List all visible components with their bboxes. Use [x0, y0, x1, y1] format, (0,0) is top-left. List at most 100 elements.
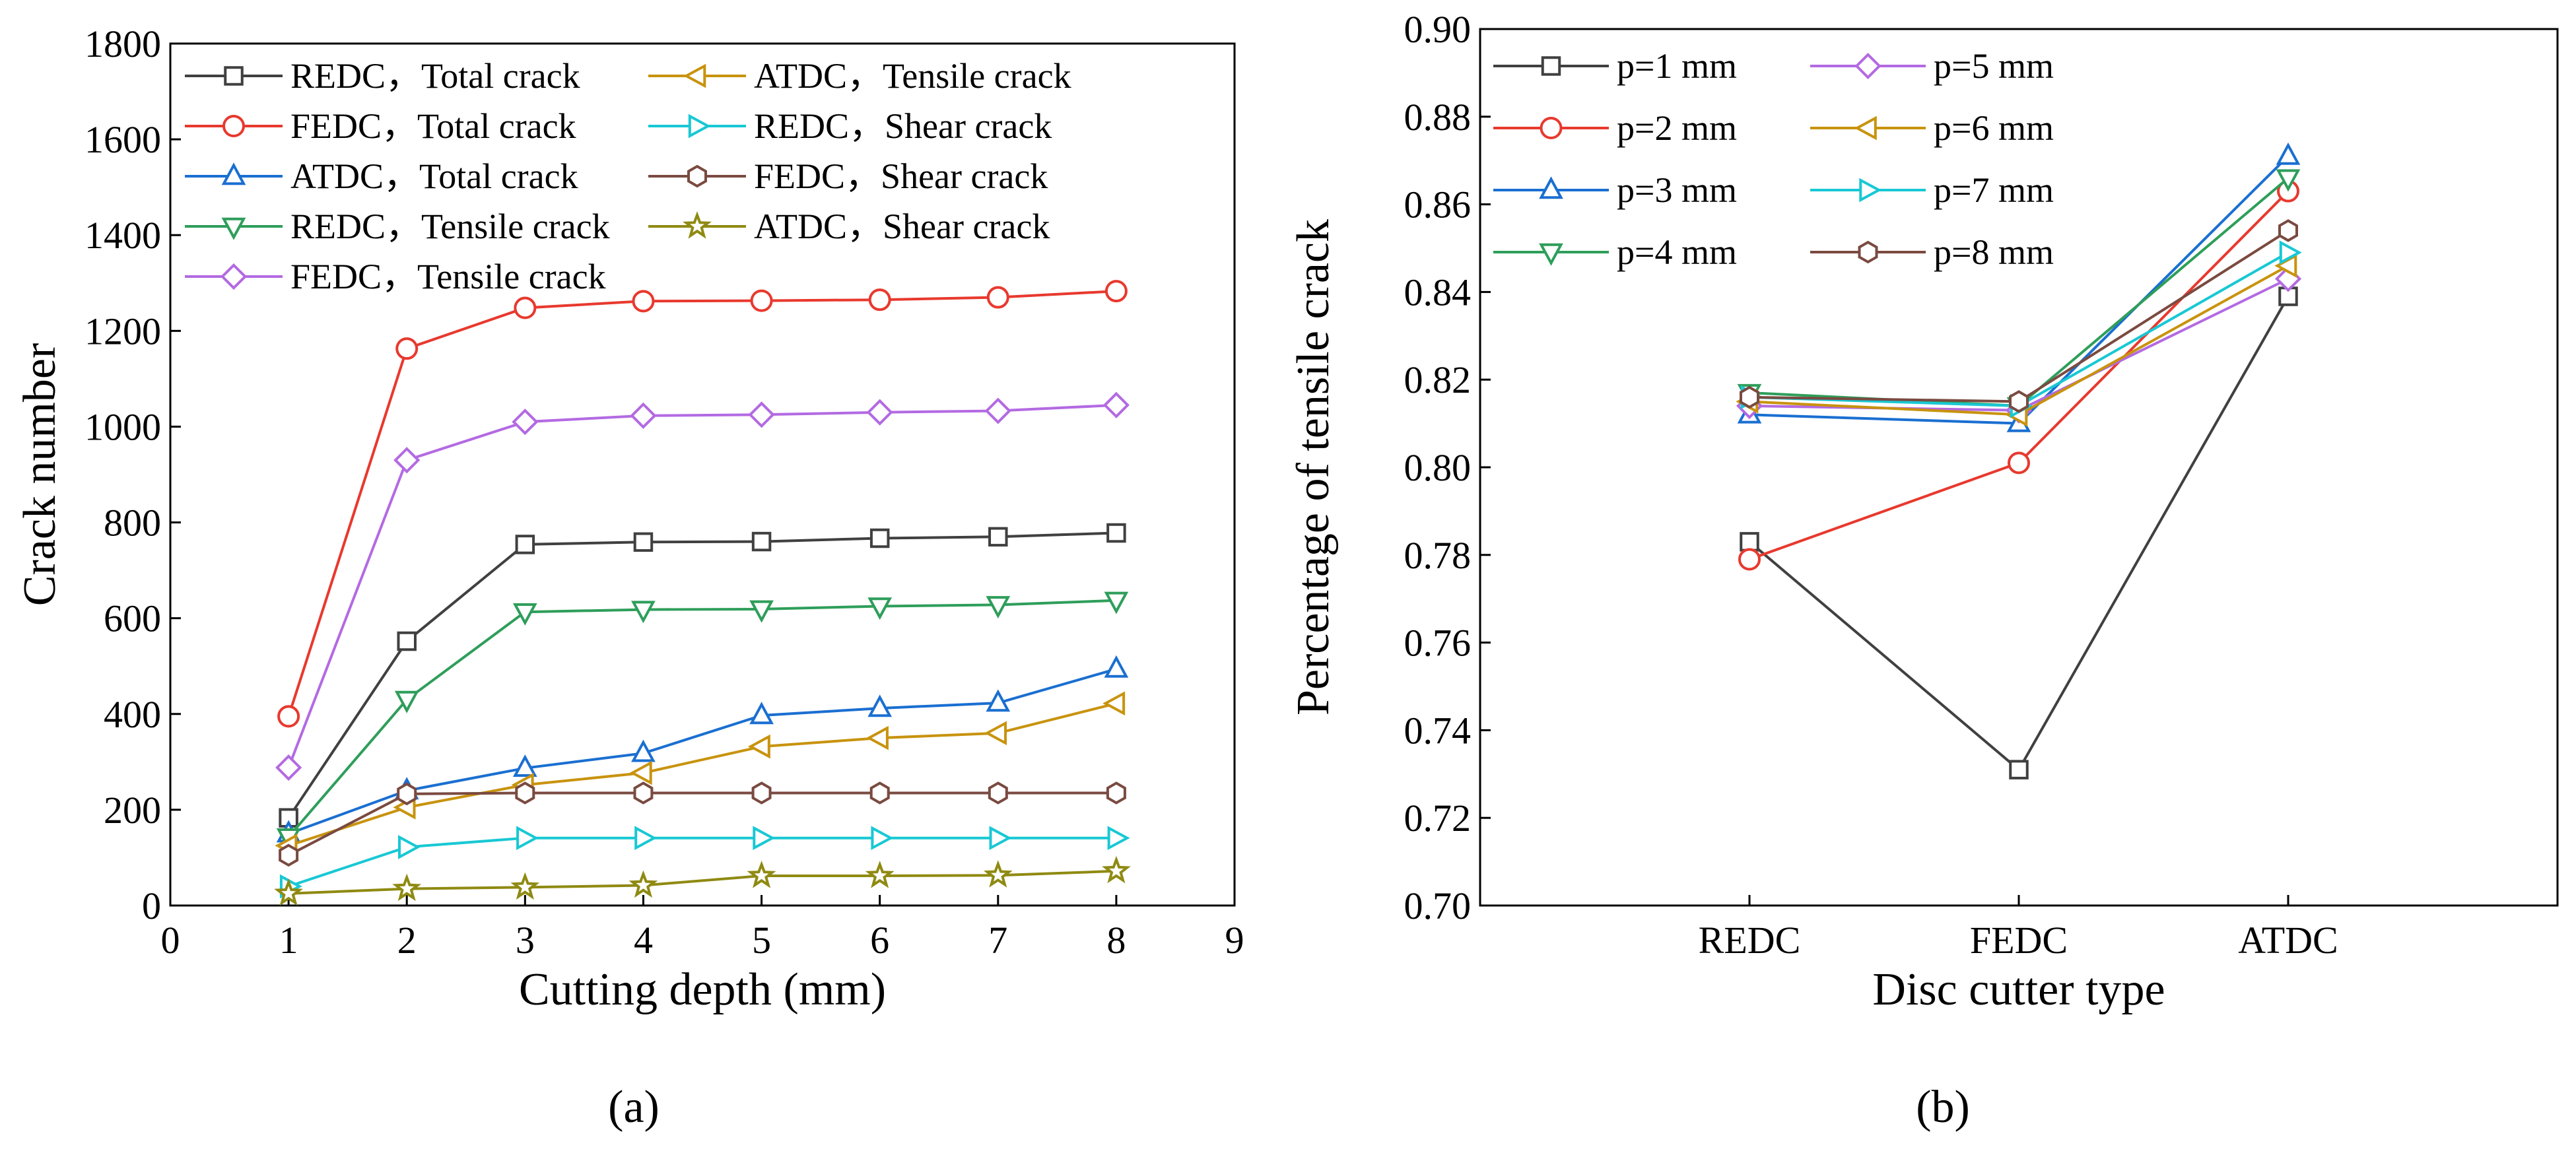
panel-b-legend-item: p=4 mm: [1493, 232, 1737, 272]
panel-a-series-line: [288, 869, 1116, 895]
panel-b-legend-item: p=1 mm: [1493, 46, 1737, 86]
panel-a-data-point: [633, 781, 654, 805]
panel-b-y-tick-label: 0.76: [1404, 622, 1472, 665]
panel-a-data-point: [631, 739, 656, 762]
panel-a-legend-label: REDC，Total crack: [290, 56, 580, 96]
panel-a-series-atdc-shear-crack: [274, 855, 1131, 906]
panel-b-legend-marker: [1854, 52, 1881, 80]
panel-a-x-tick-label: 0: [161, 919, 180, 962]
panel-b-data-point: [2008, 451, 2030, 475]
panel-b-data-point: [2009, 390, 2029, 413]
panel-b-y-tick-label: 0.90: [1404, 8, 1472, 51]
panel-b-legend-item: p=5 mm: [1810, 46, 2054, 86]
panel-a-x-tick-label: 1: [279, 919, 298, 962]
panel-b-y-tick-label: 0.84: [1404, 271, 1472, 314]
panel-a-data-point: [983, 860, 1013, 888]
panel-b-y-tick-label: 0.74: [1404, 709, 1472, 752]
panel-a-y-axis-title: Crack number: [15, 343, 65, 606]
panel-a-x-tick-label: 8: [1106, 919, 1126, 962]
panel-a-x-tick-label: 4: [634, 919, 653, 962]
panel-a-data-point: [275, 754, 302, 781]
panel-b-legend-item: p=2 mm: [1493, 108, 1737, 148]
panel-a-data-point: [867, 694, 893, 717]
panel-a-data-point: [630, 402, 657, 429]
panel-a-legend-marker: [220, 263, 248, 290]
panel-b-series-line: [1748, 296, 2289, 772]
panel-b-y-tick-label: 0.80: [1404, 446, 1472, 489]
panel-b-y-tick-label: 0.78: [1404, 534, 1472, 577]
panel-b-legend-marker: [1541, 56, 1561, 76]
panel-a-series-line: [288, 791, 1116, 857]
panel-a-data-point: [747, 734, 770, 759]
panel-a-legend-item: REDC，Total crack: [185, 56, 580, 96]
panel-a-y-tick-label: 0: [142, 884, 161, 927]
panel-a-data-point: [397, 631, 417, 651]
panel-a-legend-marker: [221, 162, 246, 185]
panel-a-data-point: [274, 878, 303, 906]
panel-b-legend-marker: [1854, 116, 1877, 141]
panel-a-series-fedc-shear-crack: [279, 781, 1126, 867]
panel-a-data-point: [1104, 655, 1129, 678]
panel-a-legend-label: FEDC，Total crack: [290, 106, 576, 146]
panel-a-legend-item: ATDC，Total crack: [185, 156, 578, 196]
panel-b-x-axis-title: Disc cutter type: [1872, 964, 2165, 1015]
panel-b-data-point: [2276, 142, 2301, 165]
panel-b-x-tick-label: REDC: [1699, 919, 1801, 962]
panel-a-data-point: [277, 705, 300, 728]
panel-a-data-point: [867, 597, 893, 620]
panel-b-series-line: [1749, 177, 2289, 408]
panel-b-data-point: [2279, 240, 2302, 265]
panel-a-data-point: [751, 531, 772, 552]
panel-a-legend-label: ATDC，Shear crack: [754, 207, 1050, 246]
panel-a-data-point: [510, 872, 540, 900]
panel-b-legend-item: p=8 mm: [1810, 232, 2054, 272]
panel-a-data-point: [871, 826, 894, 851]
panel-b-y-tick-label: 0.82: [1404, 358, 1472, 401]
panel-a-series-fedc-tensile-crack: [275, 391, 1130, 781]
panel-a-data-point: [865, 725, 889, 750]
panel-b-legend-item: p=7 mm: [1810, 170, 2054, 210]
panel-b-x-tick-label: FEDC: [1970, 919, 2068, 962]
panel-a-legend: REDC，Total crack FEDC，Total crack ATDC，Tot…: [185, 56, 1071, 296]
panel-b-legend-item: p=6 mm: [1810, 108, 2054, 148]
panel-a-data-point: [395, 337, 419, 360]
panel-a-legend-label: ATDC，Tensile crack: [754, 56, 1071, 96]
panel-b-legend-marker: [1540, 117, 1563, 139]
panel-b-chart: 0.70 0.72 0.74 0.76 0.78 0.80 0.82 0.84 0.86 0.88…: [1288, 8, 2559, 1015]
panel-a-data-point: [1104, 591, 1129, 614]
panel-a-y-tick-label: 800: [104, 502, 161, 544]
panel-a-data-point: [634, 826, 658, 851]
panel-a-legend-marker: [688, 114, 711, 139]
panel-a-data-point: [512, 603, 537, 626]
panel-b-y-tick-label: 0.72: [1404, 797, 1472, 840]
panel-b-data-point: [2009, 760, 2029, 779]
panel-b-y-tick-label: 0.88: [1404, 96, 1472, 139]
panel-a-data-point: [747, 861, 776, 888]
panel-a-legend-label: REDC，Shear crack: [754, 106, 1052, 146]
panel-a-y-tick-label: 1200: [85, 310, 161, 352]
panel-b-legend: p=1 mm p=2 mm p=3 mm p=4 mm p=5 mm p=6 mm p=7 …: [1493, 46, 2054, 272]
panel-b-legend-marker: [1539, 243, 1563, 266]
panel-a-series-redc-tensile-crack: [276, 591, 1129, 851]
panel-a-series-redc-total-crack: [279, 523, 1126, 828]
panel-a-y-tick-label: 1400: [85, 214, 161, 257]
panel-b-series-p-1-mm: [1740, 286, 2298, 779]
panel-a-legend-marker: [221, 217, 246, 240]
panel-a-data-point: [633, 532, 654, 552]
panel-a-data-point: [1102, 855, 1131, 884]
panel-a-x-tick-label: 7: [988, 919, 1007, 962]
panel-a-data-point: [512, 754, 537, 777]
panel-a-x-tick-label: 9: [1225, 919, 1244, 962]
panel-b-data-point: [2276, 169, 2301, 192]
panel-b-series-p-8-mm: [1740, 219, 2298, 413]
panel-a-data-point: [512, 409, 539, 436]
panel-a-legend-marker: [687, 164, 707, 188]
panel-a-x-tick-label: 3: [516, 919, 535, 962]
panel-a-data-point: [751, 781, 772, 805]
panel-b-data-point: [2278, 219, 2298, 242]
panel-a-data-point: [1102, 391, 1130, 418]
panel-a-data-point: [629, 760, 652, 785]
panel-a-x-axis-title: Cutting depth (mm): [519, 964, 886, 1015]
panel-a-legend-item: FEDC，Shear crack: [648, 156, 1048, 196]
